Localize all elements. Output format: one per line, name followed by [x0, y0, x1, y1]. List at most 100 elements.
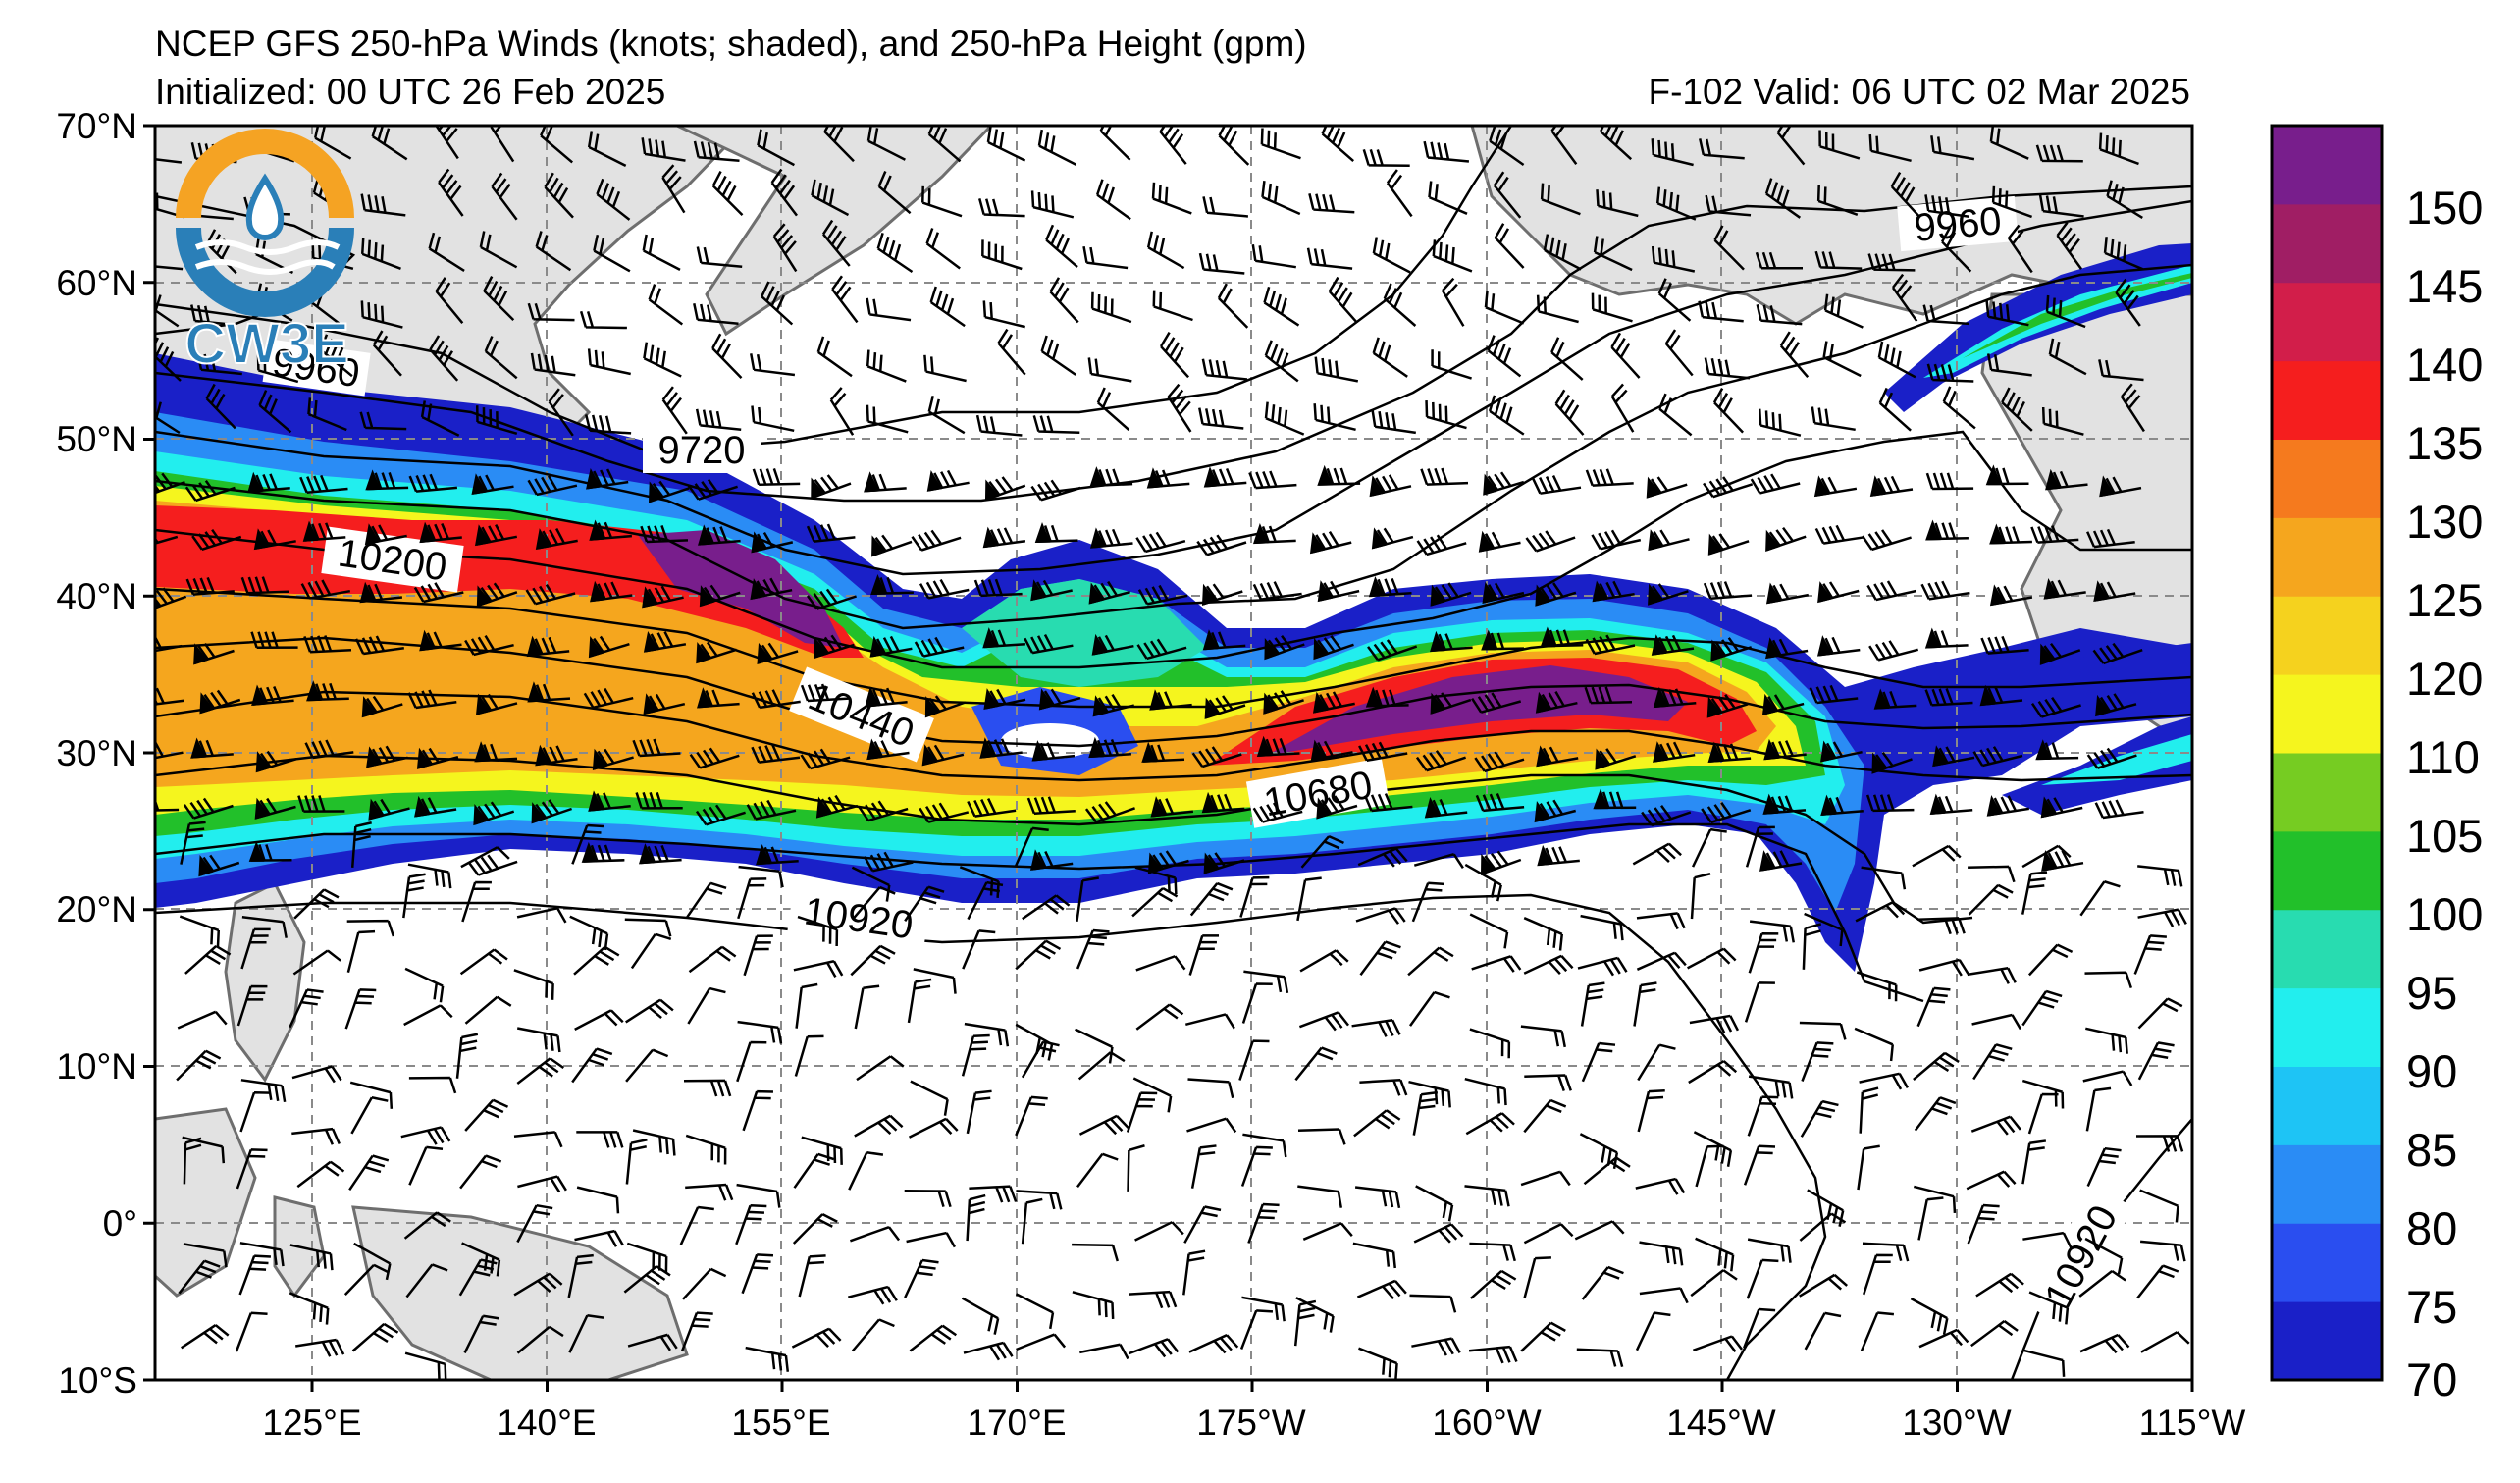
wind-barb [1585, 468, 1634, 487]
contour-10800 [155, 822, 1924, 1003]
wind-barb [1264, 634, 1305, 661]
wind-barb [1637, 1043, 1676, 1082]
wind-barb [1800, 1099, 1839, 1138]
wind-barb [1820, 794, 1864, 816]
wind-barb [419, 629, 462, 652]
wind-barb [1464, 1185, 1510, 1207]
colorbar-swatch [2272, 830, 2382, 911]
wind-barb [1252, 522, 1296, 545]
colorbar-swatch [2272, 1223, 2382, 1302]
wind-barb [856, 1055, 905, 1082]
wind-barb [479, 231, 518, 269]
wind-barb [1689, 1014, 1740, 1033]
wind-barb [190, 304, 236, 327]
colorbar-swatch [2272, 1066, 2382, 1145]
wind-barb [306, 680, 349, 702]
wind-barb [2133, 934, 2167, 975]
wind-barb [576, 1186, 620, 1214]
wind-barb [2137, 1041, 2175, 1081]
wind-barb [407, 689, 457, 710]
wind-barb [1480, 850, 1522, 875]
wind-barb [464, 995, 512, 1025]
wind-barb [2137, 997, 2183, 1030]
wind-barb [2093, 580, 2136, 603]
wind-barb [638, 843, 682, 865]
colorbar-label-130: 130 [2406, 496, 2483, 548]
wind-barb [350, 821, 372, 868]
wind-barb [648, 480, 690, 503]
wind-barb [1859, 1072, 1909, 1090]
wind-barb [1132, 1077, 1173, 1113]
wind-barb [359, 411, 407, 431]
wind-barb [1146, 231, 1185, 270]
wind-barb [1147, 850, 1189, 874]
wind-barb [300, 579, 351, 600]
wind-barb [1313, 635, 1354, 661]
wind-barb [1986, 795, 2029, 817]
wind-barb [517, 1175, 567, 1193]
wind-barb [849, 1225, 901, 1243]
wind-barb [1201, 358, 1248, 381]
wind-barb [1664, 329, 1694, 377]
wind-barb [1914, 1096, 1957, 1132]
wind-barb [344, 988, 377, 1030]
wind-barb [1525, 530, 1576, 553]
wind-barb [1424, 796, 1468, 819]
wind-barb [1428, 181, 1468, 215]
wind-barb [1859, 1086, 1879, 1134]
wind-barb [1190, 1144, 1217, 1189]
wind-barb [1693, 1131, 1733, 1167]
wind-barb [1420, 467, 1469, 486]
wind-barb [1822, 341, 1862, 378]
wind-barb [1471, 692, 1522, 714]
wind-barb [1520, 1025, 1566, 1048]
wind-barb [921, 744, 965, 767]
wind-barb [458, 1258, 498, 1297]
wind-barb [455, 1033, 479, 1079]
wind-barb [176, 1049, 222, 1082]
wind-barb [1430, 692, 1472, 715]
wind-barb [1747, 1238, 1792, 1263]
colorbar-label-95: 95 [2406, 967, 2457, 1019]
wind-barb [1159, 126, 1187, 165]
wind-barb [586, 467, 629, 490]
wind-barb [1600, 126, 1633, 161]
wind-barb [416, 747, 459, 769]
wind-barb [693, 303, 739, 326]
wind-barb [1913, 1185, 1957, 1214]
wind-barb [1574, 1220, 1625, 1241]
wind-barb [623, 1265, 671, 1294]
wind-barb [459, 1154, 502, 1190]
wind-barb [877, 170, 912, 215]
wind-barb [2082, 1070, 2133, 1086]
wind-barb [851, 866, 891, 902]
wind-barb [1761, 693, 1805, 715]
wind-barb [1707, 533, 1750, 556]
wind-barb [349, 1081, 394, 1109]
wind-barb [1308, 192, 1355, 214]
wind-barb [1241, 982, 1273, 1024]
wind-barb [800, 683, 849, 703]
wind-barb [1469, 1242, 1516, 1262]
wind-barb [923, 354, 967, 383]
wind-barb [1309, 530, 1352, 555]
wind-barb [929, 286, 966, 328]
lat-label-50n: 50°N [56, 419, 137, 459]
wind-barb [751, 531, 794, 554]
wind-barb [1695, 1237, 1735, 1272]
wind-barb [1860, 1311, 1895, 1351]
wind-barb [346, 919, 395, 937]
wind-barb [919, 802, 970, 823]
wind-barb [513, 969, 554, 1000]
wind-barb [1799, 1273, 1848, 1298]
wind-barb [1765, 637, 1809, 660]
wind-barb [1089, 466, 1133, 488]
wind-barb [343, 1263, 390, 1296]
wind-barb [1535, 582, 1577, 607]
wind-barb [240, 1079, 287, 1103]
wind-barb [969, 1185, 1018, 1203]
lon-label-140e: 140°E [497, 1403, 596, 1443]
wind-barb [527, 302, 575, 322]
wind-barb [1386, 169, 1413, 218]
wind-barb [1248, 470, 1297, 490]
